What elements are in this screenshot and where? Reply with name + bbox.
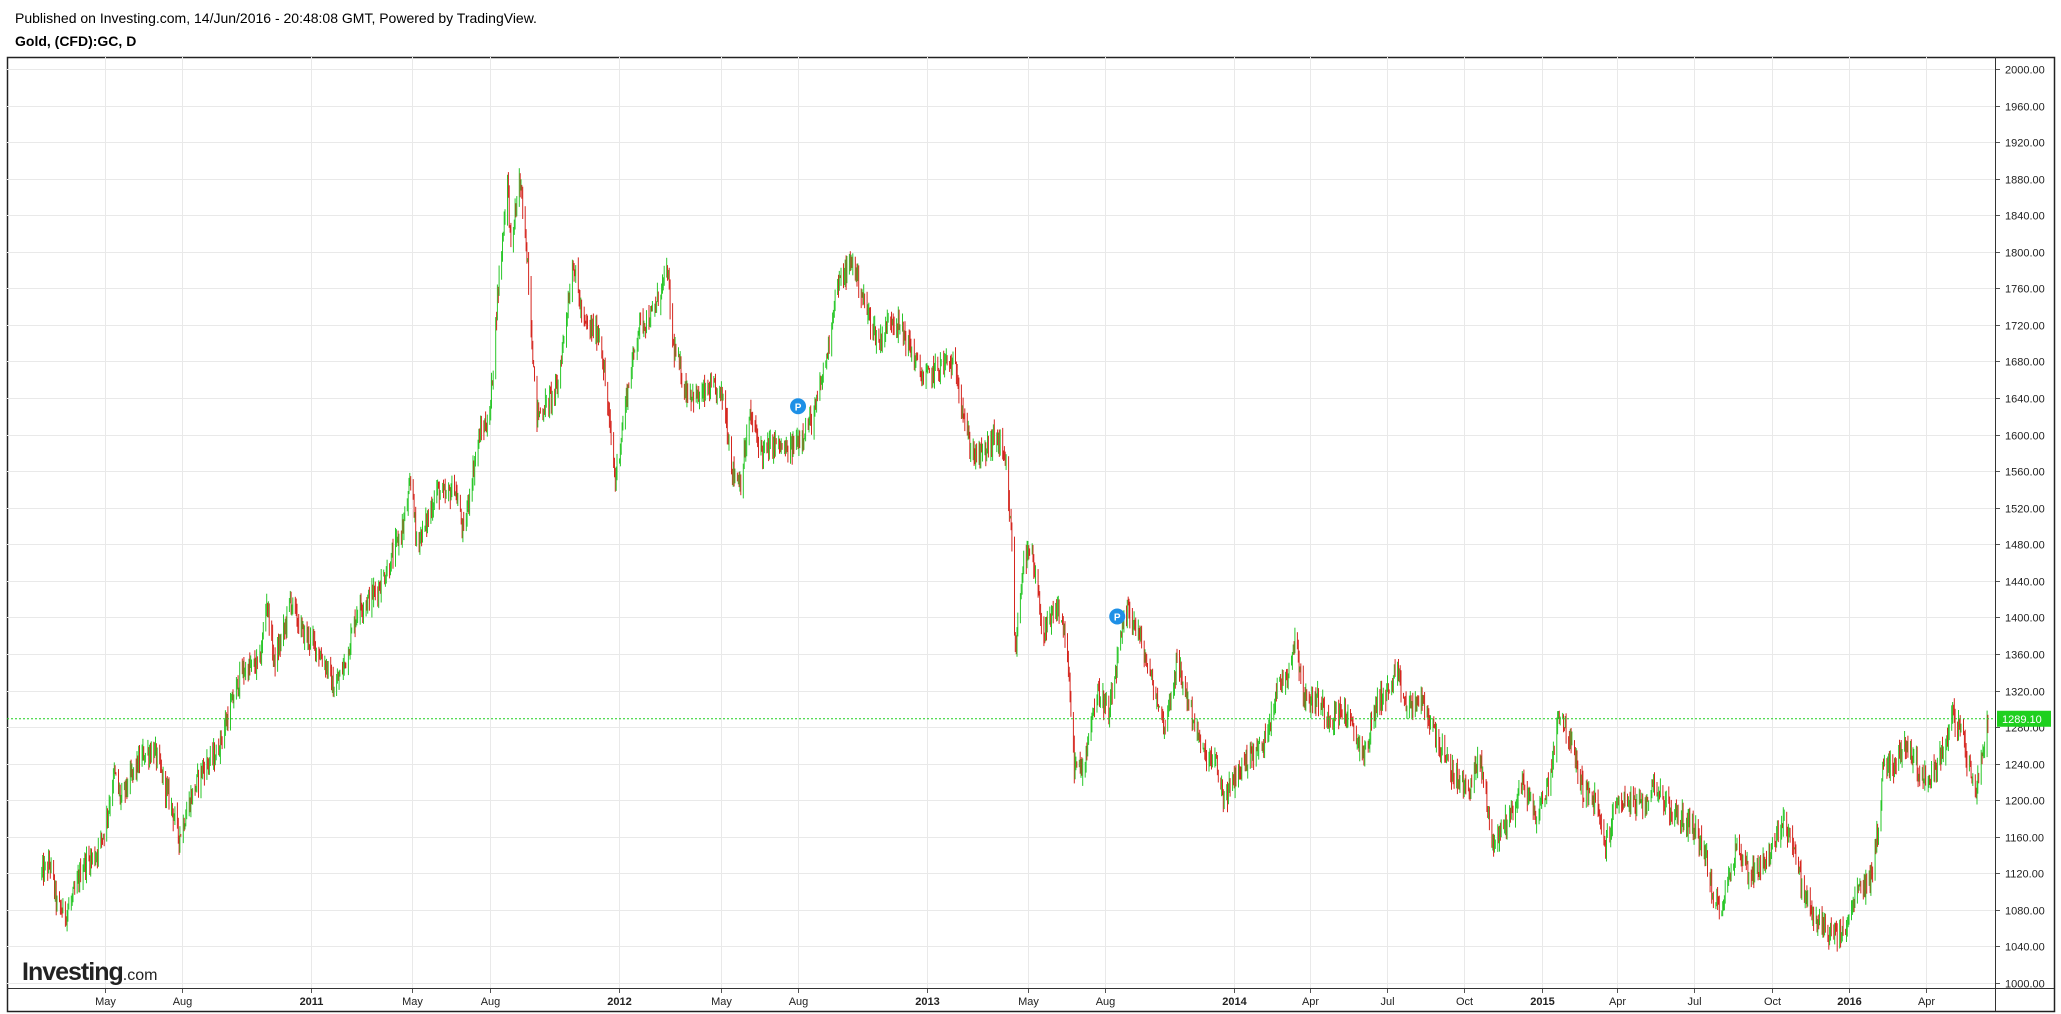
y-tick-label: 1960.00: [2005, 102, 2045, 114]
y-tick-label: 1680.00: [2005, 357, 2045, 369]
marker-label: P: [795, 402, 802, 413]
x-tick-label: Apr: [1302, 996, 1319, 1008]
last-price-box: [1997, 710, 2051, 727]
marker-circle: [1109, 608, 1126, 625]
y-tick-label: 1840.00: [2005, 211, 2045, 223]
y-tick-label: 1200.00: [2005, 796, 2045, 808]
grid: [7, 57, 1995, 988]
y-tick-label: 1800.00: [2005, 248, 2045, 260]
last-price-label: 1289.10: [2002, 714, 2042, 726]
x-tick-label: 2016: [1837, 996, 1861, 1008]
y-tick-label: 1720.00: [2005, 321, 2045, 333]
x-tick-label: Aug: [173, 996, 193, 1008]
symbol-title: Gold, (CFD):GC, D: [15, 33, 137, 49]
x-tick-label: 2013: [915, 996, 939, 1008]
x-tick-label: May: [1018, 996, 1039, 1008]
x-tick-label: Oct: [1764, 996, 1781, 1008]
x-tick-label: Jul: [1687, 996, 1701, 1008]
y-tick-label: 1600.00: [2005, 431, 2045, 443]
x-tick-label: 2014: [1222, 996, 1247, 1008]
x-tick-label: May: [402, 996, 423, 1008]
x-tick-label: Aug: [1096, 996, 1116, 1008]
x-tick-label: Aug: [789, 996, 809, 1008]
y-tick-label: 2000.00: [2005, 65, 2045, 77]
published-caption: Published on Investing.com, 14/Jun/2016 …: [15, 10, 537, 26]
marker-p[interactable]: P: [1109, 608, 1126, 625]
x-tick-label: 2011: [300, 996, 324, 1008]
x-tick-label: Oct: [1456, 996, 1473, 1008]
y-tick-label: 1640.00: [2005, 394, 2045, 406]
investing-logo: Investing.com: [22, 958, 157, 987]
marker-p[interactable]: P: [790, 398, 807, 415]
x-tick-label: 2015: [1530, 996, 1554, 1008]
logo-domain: .com: [122, 967, 158, 984]
x-tick-label: Aug: [481, 996, 501, 1008]
marker-label: P: [1114, 612, 1121, 623]
y-tick-label: 1080.00: [2005, 906, 2045, 918]
logo-main: Investing: [22, 958, 124, 986]
y-tick-label: 1040.00: [2005, 942, 2045, 954]
x-tick-label: May: [711, 996, 732, 1008]
y-tick-label: 1240.00: [2005, 760, 2045, 772]
x-tick-label: Apr: [1609, 996, 1626, 1008]
y-tick-label: 1000.00: [2005, 979, 2045, 991]
x-tick-label: May: [95, 996, 116, 1008]
y-tick-label: 1160.00: [2005, 833, 2044, 845]
y-tick-label: 1480.00: [2005, 540, 2045, 552]
y-tick-label: 1920.00: [2005, 138, 2045, 150]
x-tick-label: 2012: [607, 996, 631, 1008]
y-tick-label: 1560.00: [2005, 467, 2045, 479]
marker-circle: [790, 398, 807, 415]
y-tick-label: 1400.00: [2005, 613, 2045, 625]
y-tick-label: 1360.00: [2005, 650, 2045, 662]
y-tick-label: 1440.00: [2005, 577, 2045, 589]
candles: [41, 168, 1989, 952]
y-tick-label: 1880.00: [2005, 175, 2045, 187]
x-tick-label: Jul: [1380, 996, 1394, 1008]
x-tick-label: Apr: [1918, 996, 1935, 1008]
y-tick-label: 1120.00: [2005, 869, 2044, 881]
y-tick-label: 1760.00: [2005, 284, 2045, 296]
chart-frame: [6, 56, 2056, 1013]
y-tick-label: 1320.00: [2005, 687, 2045, 699]
y-tick-label: 1520.00: [2005, 504, 2045, 516]
